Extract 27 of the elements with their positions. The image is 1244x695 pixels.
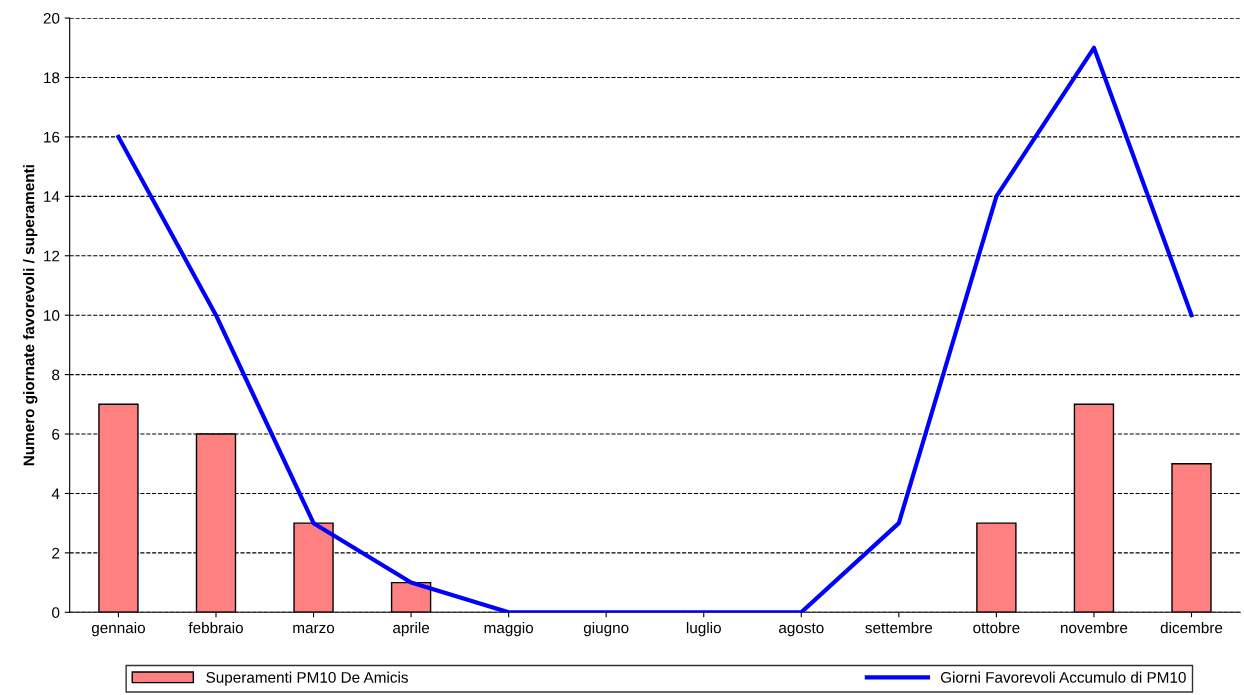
y-tick-label: 2: [52, 547, 60, 559]
y-axis-title: Numero giornate favorevoli / superamenti: [23, 165, 38, 466]
x-tick-label: giugno: [583, 622, 629, 637]
x-tick-label: ottobre: [973, 622, 1020, 634]
x-tick-label: settembre: [865, 622, 933, 634]
x-tick-label: novembre: [1060, 622, 1128, 634]
y-tick-label: 16: [44, 131, 60, 143]
x-tick-label: maggio: [484, 622, 534, 637]
y-tick-label: 0: [52, 607, 60, 618]
y-tick-label: 14: [44, 191, 60, 202]
y-tick-label: 20: [43, 12, 60, 24]
x-tick-label: agosto: [779, 623, 824, 637]
x-tick-label: dicembre: [1160, 622, 1223, 634]
legend-label: Giorni Favorevoli Accumulo di PM10: [940, 671, 1186, 683]
y-tick-label: 6: [52, 428, 60, 440]
x-tick-label: febbraio: [188, 622, 243, 634]
x-tick-label: aprile: [393, 622, 430, 637]
y-tick-label: 4: [51, 488, 60, 499]
x-tick-label: marzo: [293, 624, 335, 634]
y-tick-label: 10: [44, 310, 60, 321]
y-tick-label: 12: [44, 250, 60, 262]
y-tick-label: 18: [44, 72, 60, 84]
x-tick-label: gennaio: [91, 622, 145, 637]
legend-label: Superamenti PM10 De Amicis: [206, 671, 408, 686]
x-tick-label: luglio: [686, 622, 721, 637]
y-tick-label: 8: [52, 369, 60, 381]
line-series: [116, 45, 1194, 613]
